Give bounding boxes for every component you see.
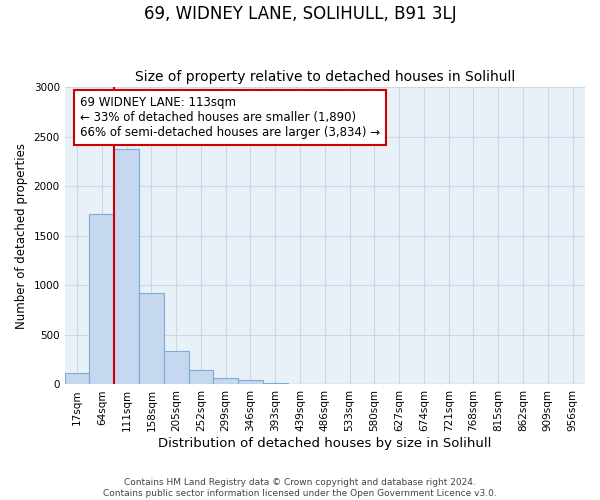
Text: Contains HM Land Registry data © Crown copyright and database right 2024.
Contai: Contains HM Land Registry data © Crown c…	[103, 478, 497, 498]
Bar	[214, 378, 238, 384]
Y-axis label: Number of detached properties: Number of detached properties	[15, 143, 28, 329]
Bar	[114, 148, 139, 384]
Bar	[238, 380, 263, 384]
Bar	[263, 383, 287, 384]
Text: 69, WIDNEY LANE, SOLIHULL, B91 3LJ: 69, WIDNEY LANE, SOLIHULL, B91 3LJ	[143, 5, 457, 23]
Bar	[65, 372, 89, 384]
Title: Size of property relative to detached houses in Solihull: Size of property relative to detached ho…	[135, 70, 515, 85]
Bar	[89, 214, 114, 384]
Bar	[164, 351, 188, 384]
Text: 69 WIDNEY LANE: 113sqm
← 33% of detached houses are smaller (1,890)
66% of semi-: 69 WIDNEY LANE: 113sqm ← 33% of detached…	[80, 96, 380, 139]
X-axis label: Distribution of detached houses by size in Solihull: Distribution of detached houses by size …	[158, 437, 491, 450]
Bar	[188, 370, 214, 384]
Bar	[139, 294, 164, 384]
